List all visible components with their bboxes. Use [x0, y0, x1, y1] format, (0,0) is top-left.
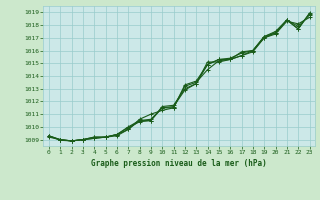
X-axis label: Graphe pression niveau de la mer (hPa): Graphe pression niveau de la mer (hPa) — [91, 159, 267, 168]
